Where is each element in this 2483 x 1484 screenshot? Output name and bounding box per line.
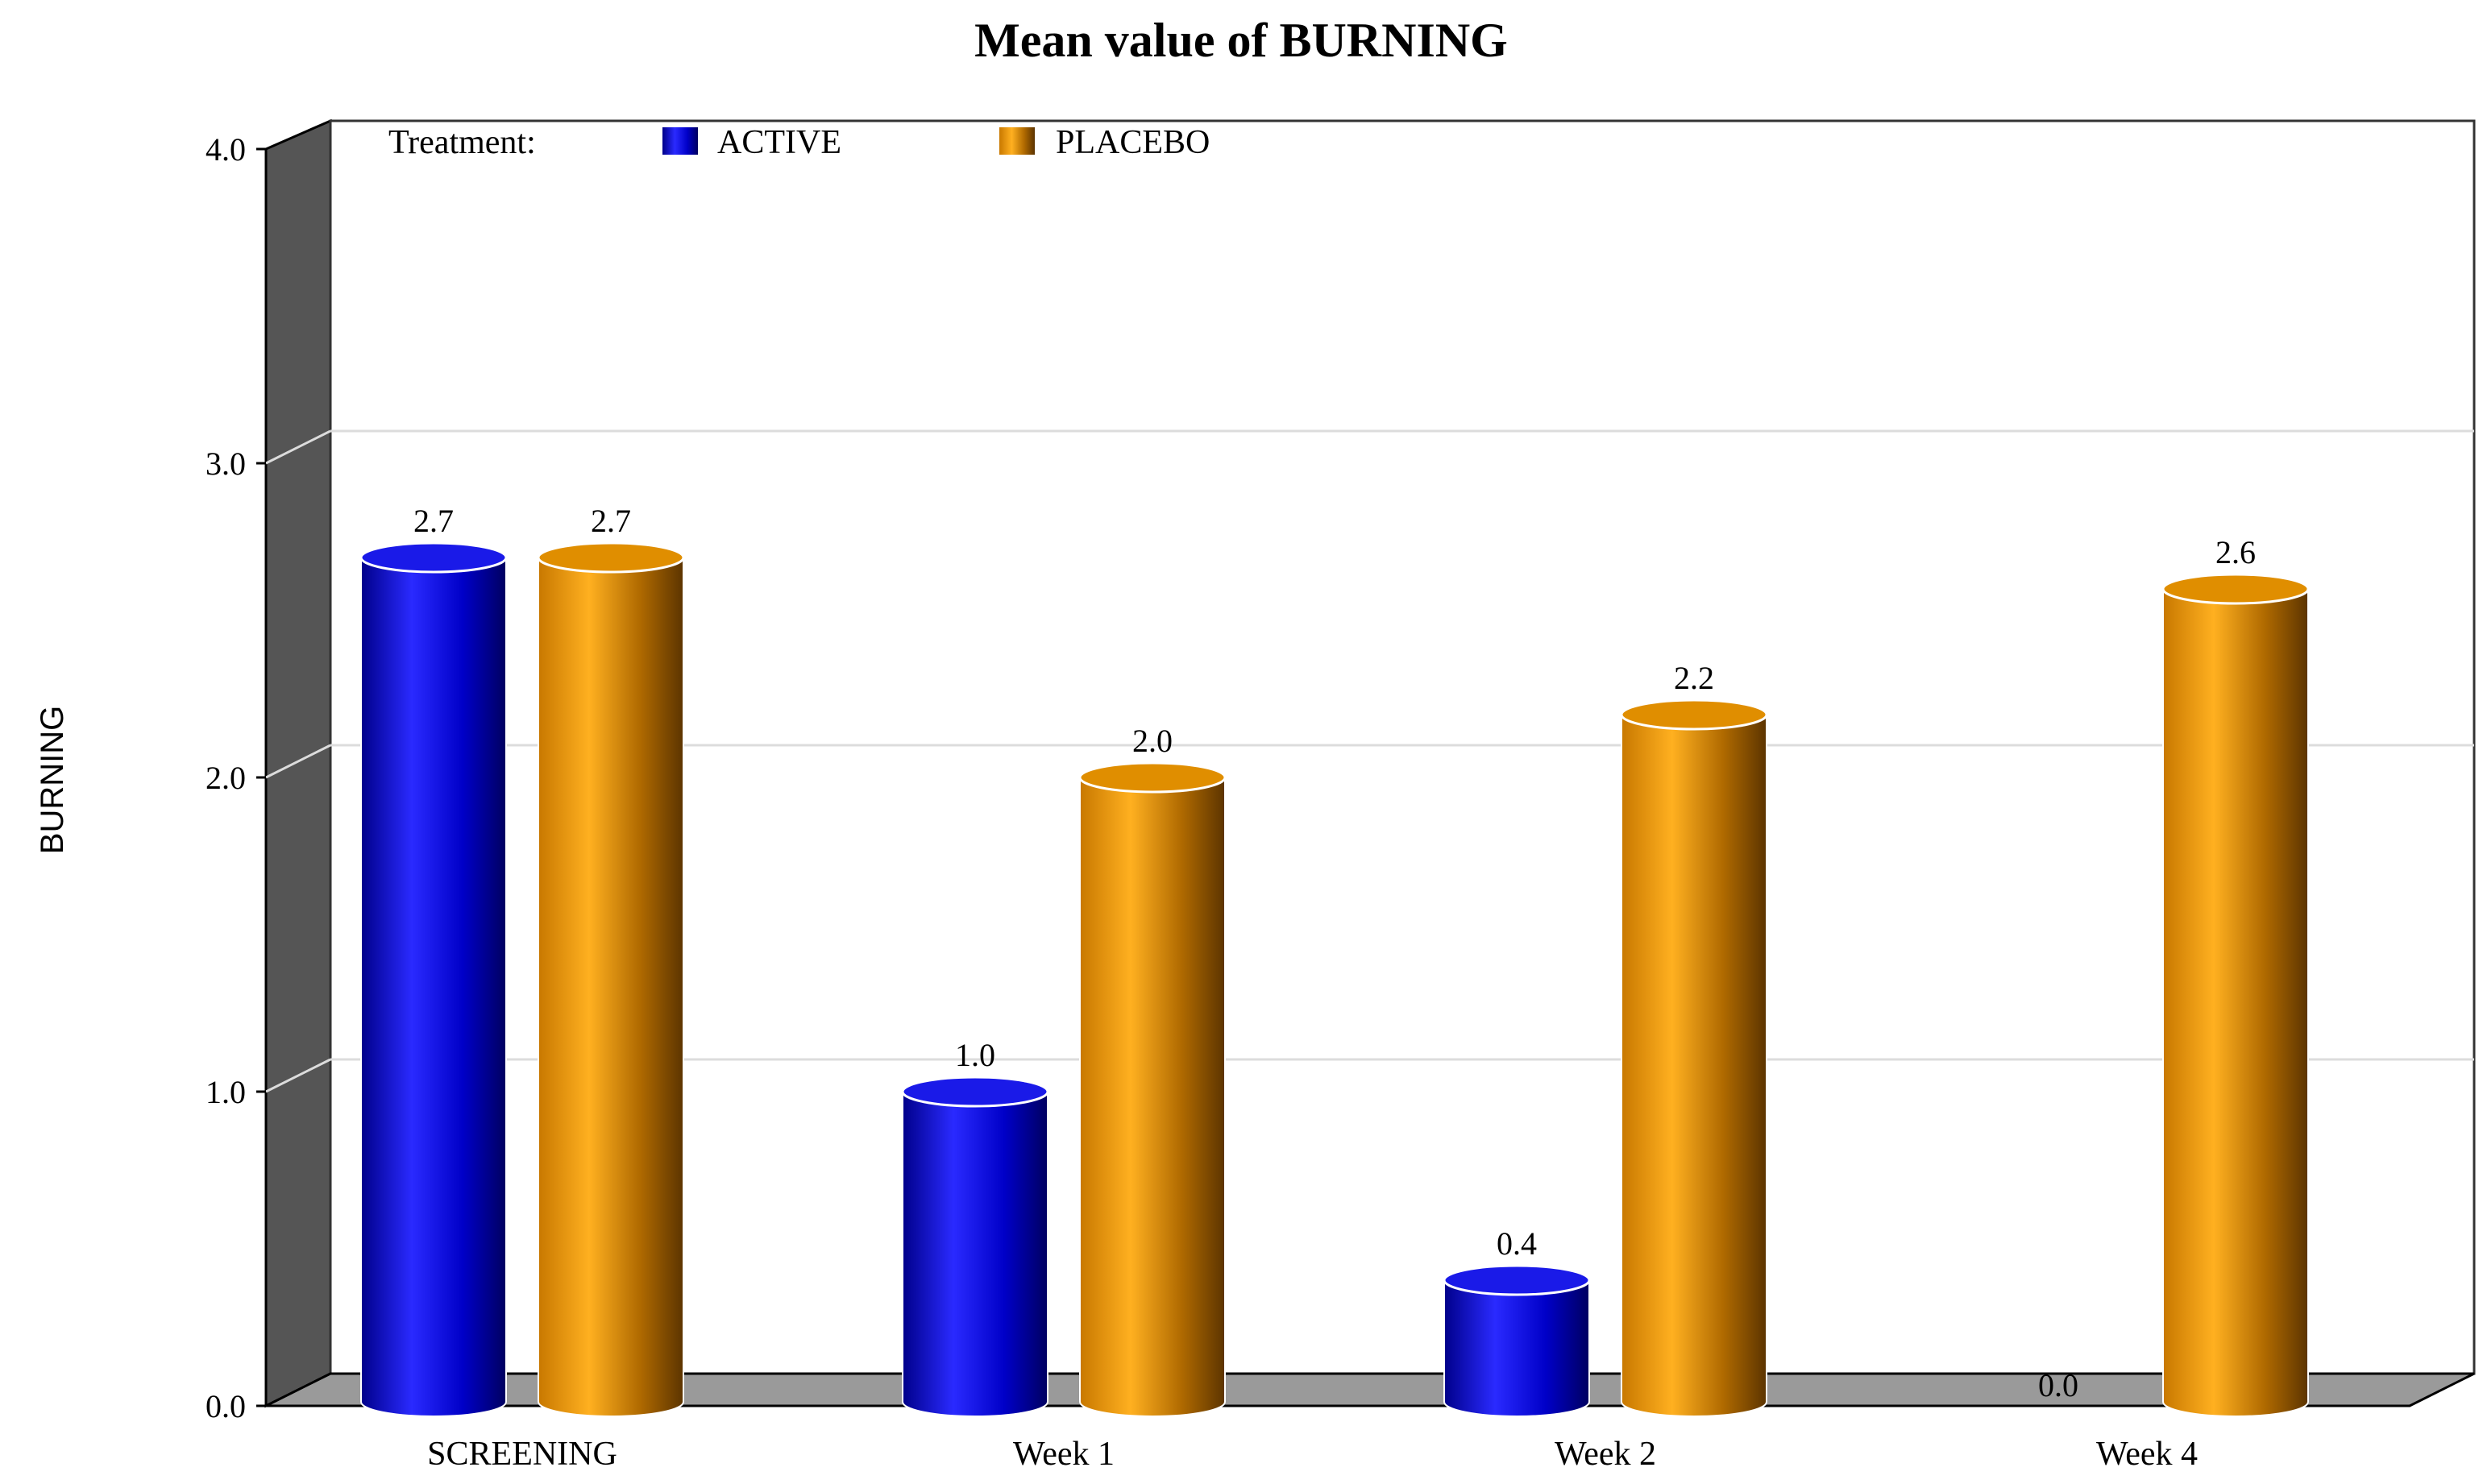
left-wall bbox=[264, 118, 332, 1408]
gridline-wall bbox=[265, 1058, 331, 1093]
value-label: 0.4 bbox=[1497, 1225, 1537, 1262]
category-labels: SCREENING Week 1 Week 2 Week 4 bbox=[427, 1436, 2198, 1473]
bar-placebo bbox=[1621, 714, 1767, 1417]
bar-cap-placebo bbox=[537, 541, 685, 574]
bars bbox=[359, 541, 2310, 1417]
legend-label-placebo: PLACEBO bbox=[1056, 124, 1210, 161]
category-label: SCREENING bbox=[427, 1436, 617, 1473]
bar-cap-active bbox=[901, 1076, 1049, 1108]
bar-active bbox=[902, 1091, 1048, 1417]
value-label: 2.6 bbox=[2215, 534, 2256, 570]
y-axis-label: BURNING bbox=[35, 706, 70, 854]
bar-placebo bbox=[538, 557, 684, 1417]
bar-active bbox=[360, 557, 507, 1417]
legend-swatch-placebo bbox=[999, 127, 1035, 155]
y-tick-label: 3.0 bbox=[206, 446, 246, 482]
bar-placebo bbox=[1079, 777, 1226, 1417]
value-label: 2.7 bbox=[591, 503, 631, 539]
y-tick-label: 2.0 bbox=[206, 760, 246, 796]
value-label: 0.0 bbox=[2038, 1367, 2078, 1403]
category-label: Week 4 bbox=[2096, 1436, 2198, 1473]
legend-swatch-active bbox=[662, 127, 698, 155]
bar-cap-placebo bbox=[1078, 761, 1227, 794]
y-tick-label: 1.0 bbox=[206, 1074, 246, 1110]
bar-active bbox=[1443, 1279, 1590, 1417]
bar-cap-placebo bbox=[2161, 573, 2310, 605]
gridline-wall bbox=[265, 744, 331, 779]
value-label: 2.2 bbox=[1674, 660, 1714, 696]
legend-title: Treatment: bbox=[388, 124, 536, 161]
bar-cap-placebo bbox=[1620, 698, 1768, 731]
bar-cap-active bbox=[359, 541, 508, 574]
plot-back-wall bbox=[329, 119, 2476, 1375]
value-label: 2.7 bbox=[413, 503, 454, 539]
value-label: 1.0 bbox=[955, 1037, 995, 1073]
value-labels: 2.7 1.0 0.4 0.0 2.7 2.0 2.2 2.6 bbox=[413, 503, 2256, 1403]
legend-label-active: ACTIVE bbox=[717, 124, 841, 161]
category-label: Week 2 bbox=[1555, 1436, 1656, 1473]
legend: Treatment: ACTIVE PLACEBO bbox=[388, 124, 1210, 161]
gridline-wall bbox=[265, 429, 331, 465]
y-tick-label: 4.0 bbox=[206, 131, 246, 168]
value-label: 2.0 bbox=[1132, 723, 1173, 759]
gridlines bbox=[265, 429, 2474, 1093]
category-label: Week 1 bbox=[1013, 1436, 1115, 1473]
chart-title: Mean value of BURNING bbox=[974, 14, 1508, 67]
bar-placebo bbox=[2162, 588, 2309, 1417]
y-tick-label: 0.0 bbox=[206, 1388, 246, 1424]
bar-cap-active bbox=[1443, 1264, 1591, 1296]
y-axis-ticks: 0.0 1.0 2.0 3.0 4.0 bbox=[206, 131, 266, 1424]
